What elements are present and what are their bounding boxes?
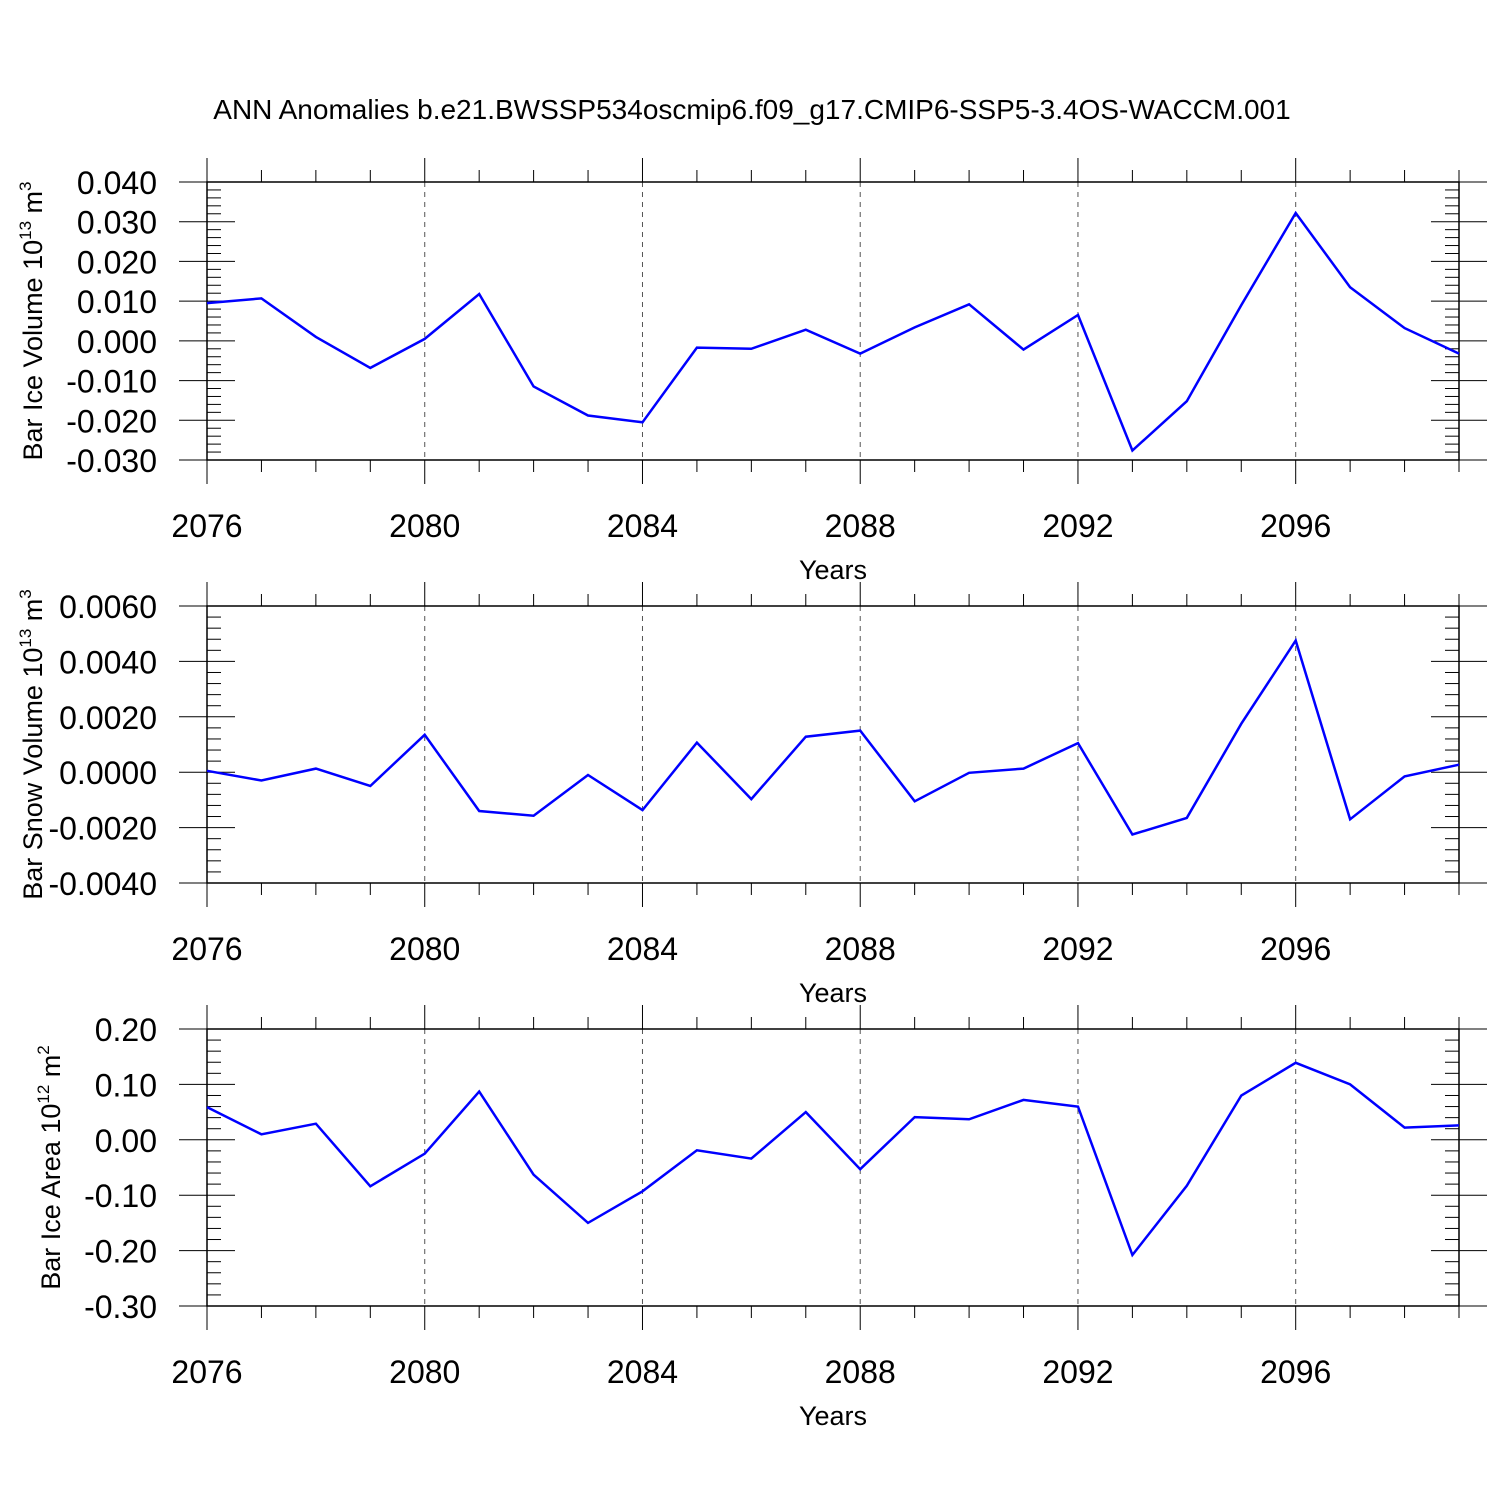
x-tick-label: 2088: [825, 1354, 896, 1390]
chart-panel-1: 2076 2080 2084 2088 2092 2096 -0.030 -0.020-0.0…: [16, 158, 1487, 585]
y-axis-label-unit-exponent: 3: [16, 181, 35, 190]
y-tick-label: 0.20: [95, 1012, 157, 1048]
x-tick-label: 2096: [1260, 508, 1331, 544]
x-tick-label: 2076: [171, 1354, 242, 1390]
chart-panel-3: 2076 2080 2084 2088 2092 2096 -0.30 -0.20 -0.10 0…: [34, 1005, 1487, 1431]
y-tick-label: 0.0000: [59, 755, 157, 791]
y-tick-label: 0.010: [77, 284, 157, 320]
x-tick-label: 2080: [389, 1354, 460, 1390]
y-axis-label-text: Bar Ice Volume 10: [18, 240, 48, 461]
plot-frame: [206, 181, 1460, 461]
y-axis-label-unit-exponent: 3: [16, 589, 35, 598]
x-tick-label: 2088: [825, 931, 896, 967]
y-tick-label: -0.30: [84, 1289, 157, 1325]
y-tick-label: -0.030: [66, 443, 157, 479]
x-axis-label: Years: [799, 1401, 867, 1431]
y-tick-label: 0.0040: [59, 644, 157, 680]
y-axis-label-unit: m: [18, 599, 48, 629]
y-tick-label: -0.10: [84, 1178, 157, 1214]
y-tick-label: 0.0060: [59, 589, 157, 625]
y-tick-label: 0.10: [95, 1067, 157, 1103]
series-line: [206, 637, 1460, 836]
y-tick-label: 0.0020: [59, 700, 157, 736]
x-tick-label: 2084: [607, 508, 678, 544]
y-axis-label: Bar Ice Area 1012 m2: [34, 1045, 66, 1290]
x-tick-label: 2096: [1260, 931, 1331, 967]
y-axis-label-exponent: 12: [34, 1085, 53, 1104]
y-axis-label-unit: m: [36, 1055, 66, 1085]
x-tick-label: 2092: [1042, 931, 1113, 967]
x-axis-label: Years: [799, 555, 867, 585]
y-tick-label: 0.00: [95, 1123, 157, 1159]
y-axis-label: Bar Ice Volume 1013 m3: [16, 181, 48, 460]
x-tick-label: 2092: [1042, 508, 1113, 544]
x-tick-label: 2076: [171, 931, 242, 967]
plot-frame: [206, 605, 1460, 884]
y-axis-label-exponent: 13: [16, 629, 35, 648]
y-tick-label: 0.040: [77, 165, 157, 201]
y-tick-label: -0.0020: [48, 811, 157, 847]
chart-panel-2: 2076 2080 2084 2088 2092 2096 -0.0040 -0.0020 0.…: [16, 582, 1487, 1008]
figure-title: ANN Anomalies b.e21.BWSSP534oscmip6.f09_…: [213, 94, 1290, 125]
x-tick-label: 2096: [1260, 1354, 1331, 1390]
y-tick-label: -0.020: [66, 403, 157, 439]
y-tick-label: -0.010: [66, 364, 157, 400]
y-tick-label: 0.020: [77, 244, 157, 280]
series-line: [206, 210, 1460, 453]
x-tick-label: 2084: [607, 931, 678, 967]
y-tick-label: -0.20: [84, 1234, 157, 1270]
x-tick-label: 2084: [607, 1354, 678, 1390]
y-axis-label: Bar Snow Volume 1013 m3: [16, 589, 48, 900]
x-tick-label: 2076: [171, 508, 242, 544]
y-axis-label-text: Bar Ice Area 10: [36, 1104, 66, 1290]
y-tick-label: -0.0040: [48, 866, 157, 902]
y-axis-label-unit-exponent: 2: [34, 1045, 53, 1054]
y-axis-label-exponent: 13: [16, 221, 35, 240]
y-axis-label-unit: m: [18, 191, 48, 221]
x-tick-label: 2088: [825, 508, 896, 544]
x-tick-label: 2080: [389, 931, 460, 967]
y-tick-label: 0.000: [77, 324, 157, 360]
x-tick-label: 2080: [389, 508, 460, 544]
chart-panels: 2076 2080 2084 2088 2092 2096-0.030-0.020-0.0…: [16, 158, 1487, 1431]
x-tick-label: 2092: [1042, 1354, 1113, 1390]
plot-frame: [206, 1028, 1460, 1307]
series-line: [206, 1061, 1460, 1258]
y-axis-label-text: Bar Snow Volume 10: [18, 648, 48, 900]
x-axis-label: Years: [799, 978, 867, 1008]
y-tick-label: 0.030: [77, 205, 157, 241]
